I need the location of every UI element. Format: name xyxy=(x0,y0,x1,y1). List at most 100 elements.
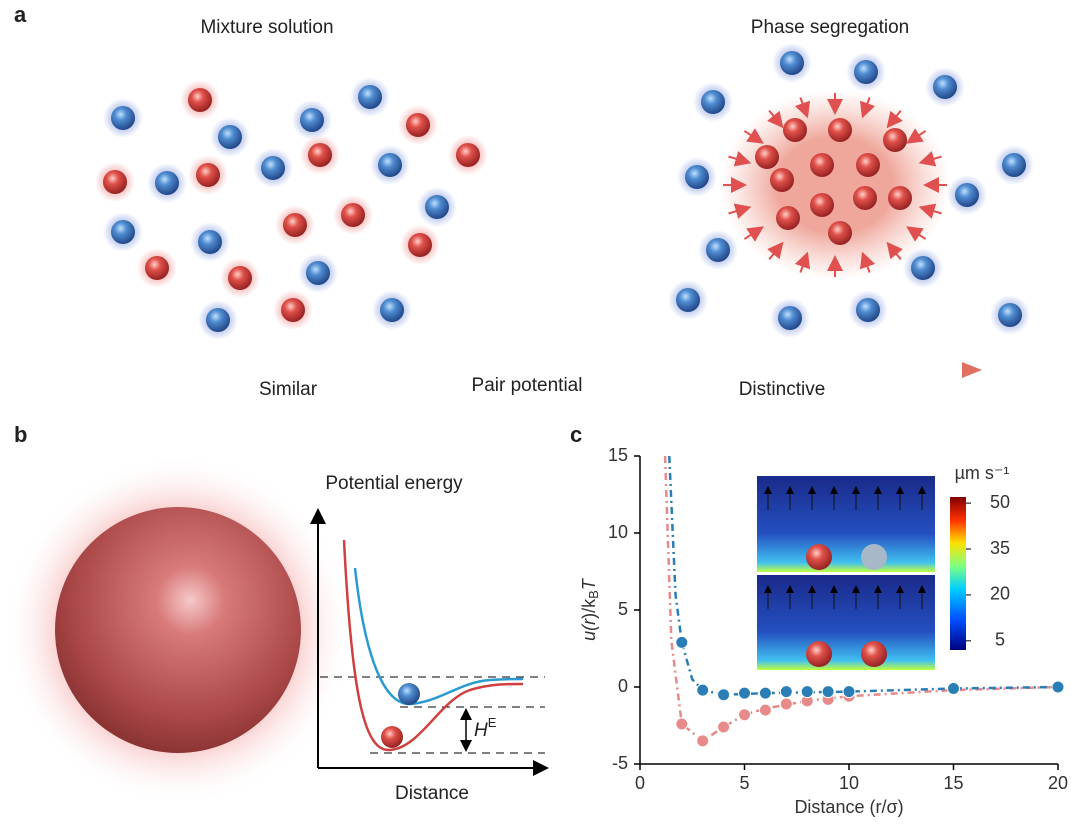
particle xyxy=(853,186,877,210)
inset-field xyxy=(757,575,935,670)
colorbar xyxy=(950,497,966,650)
panel-label: b xyxy=(14,422,27,447)
point xyxy=(800,685,814,699)
panel-label: c xyxy=(570,422,582,447)
particle xyxy=(155,171,179,195)
inward-arrow xyxy=(859,251,876,273)
y-axis-label-part: T xyxy=(579,577,599,590)
y-tick-label: 0 xyxy=(618,676,628,696)
x-tick-label: 15 xyxy=(943,773,963,793)
particle xyxy=(828,221,852,245)
point xyxy=(717,720,731,734)
curve xyxy=(342,539,524,752)
particle xyxy=(810,153,834,177)
particle xyxy=(300,108,324,132)
point xyxy=(779,685,793,699)
particle xyxy=(206,308,230,332)
inset-field xyxy=(757,476,935,572)
particle xyxy=(780,51,804,75)
x-tick-label: 20 xyxy=(1048,773,1068,793)
particle xyxy=(806,641,832,667)
particle xyxy=(358,85,382,109)
inward-arrow xyxy=(743,226,764,242)
particle xyxy=(425,195,449,219)
colorbar-tick-label: 5 xyxy=(995,630,1005,650)
right-title: Phase segregation xyxy=(751,17,909,38)
x-tick-label: 10 xyxy=(839,773,859,793)
particle xyxy=(770,168,794,192)
arrow-label: Distinctive xyxy=(739,379,826,400)
point xyxy=(738,686,751,700)
particle xyxy=(810,193,834,217)
particle xyxy=(198,230,222,254)
particle xyxy=(828,118,852,142)
colorbar-tick-label: 35 xyxy=(990,538,1010,558)
inward-arrow xyxy=(906,226,927,242)
particle xyxy=(111,220,135,244)
particle xyxy=(218,125,242,149)
y-tick-label: 15 xyxy=(608,445,628,465)
particle xyxy=(1002,153,1026,177)
particle xyxy=(228,266,252,290)
x-axis-label: Distance (r/σ) xyxy=(794,797,903,817)
particle xyxy=(854,60,878,84)
inward-arrow xyxy=(918,151,942,167)
point xyxy=(675,717,689,731)
point xyxy=(696,734,710,748)
arrow-label: Similar xyxy=(259,379,318,400)
y-axis-label-part: u( xyxy=(579,623,599,641)
particle xyxy=(685,165,709,189)
left-title: Mixture solution xyxy=(200,17,333,38)
point xyxy=(696,683,710,697)
particle xyxy=(778,306,802,330)
particle xyxy=(308,143,332,167)
y-axis-label-part: r xyxy=(579,618,599,625)
particle xyxy=(755,145,779,169)
point xyxy=(738,708,751,722)
particle xyxy=(188,88,212,112)
inward-arrow xyxy=(728,203,752,219)
x-tick-label: 5 xyxy=(739,773,749,793)
particle xyxy=(398,683,420,705)
curve xyxy=(353,567,524,706)
axis-label: Potential energy xyxy=(325,473,463,494)
y-tick-label: -5 xyxy=(612,753,628,773)
inward-arrow xyxy=(743,128,764,144)
particle xyxy=(456,143,480,167)
particle xyxy=(706,238,730,262)
point xyxy=(947,682,960,696)
arrow-head xyxy=(962,362,982,378)
point xyxy=(717,688,731,702)
particle xyxy=(281,298,305,322)
y-axis-label: u(r)/kBT xyxy=(579,577,602,641)
particle xyxy=(883,128,907,152)
particle xyxy=(955,183,979,207)
colorbar-label: µm s⁻¹ xyxy=(955,463,1010,483)
particle xyxy=(806,544,832,570)
point xyxy=(758,686,772,700)
particle xyxy=(933,75,957,99)
particle xyxy=(111,106,135,130)
particle xyxy=(856,298,880,322)
particle xyxy=(196,163,220,187)
x-tick-label: 0 xyxy=(635,773,645,793)
y-tick-label: 5 xyxy=(618,599,628,619)
particle xyxy=(341,203,365,227)
particle xyxy=(911,256,935,280)
point xyxy=(842,685,856,699)
particle xyxy=(701,90,725,114)
panel-label: a xyxy=(14,2,27,27)
panels: a b c Mixture solution Phase segregation… xyxy=(3,2,1068,817)
particle xyxy=(283,213,307,237)
y-tick-label: 10 xyxy=(608,522,628,542)
inward-arrow xyxy=(767,109,784,129)
particle xyxy=(378,153,402,177)
particle xyxy=(856,153,880,177)
particle xyxy=(381,726,403,748)
particle xyxy=(261,156,285,180)
particle xyxy=(783,118,807,142)
inward-arrow xyxy=(794,97,811,119)
sphere xyxy=(55,507,301,753)
inward-arrow xyxy=(859,97,876,119)
particle xyxy=(888,186,912,210)
